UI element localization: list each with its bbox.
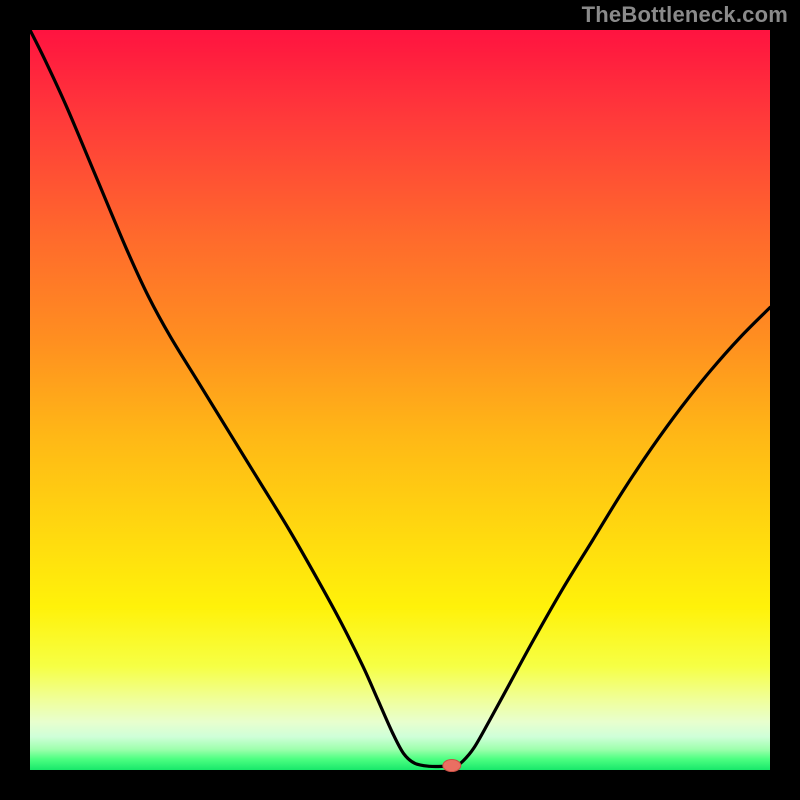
optimal-point-marker (443, 760, 461, 772)
plot-gradient-background (30, 30, 770, 770)
bottleneck-chart (0, 0, 800, 800)
watermark-text: TheBottleneck.com (582, 2, 788, 28)
chart-container: { "watermark": { "text": "TheBottleneck.… (0, 0, 800, 800)
